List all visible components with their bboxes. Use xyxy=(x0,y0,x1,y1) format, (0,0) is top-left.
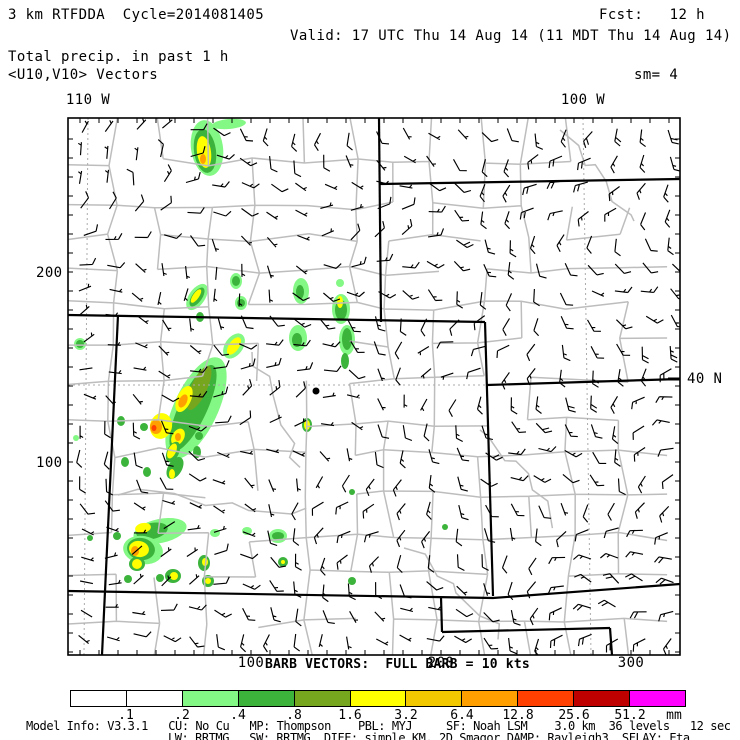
colorbar-level-1.6: 1.6 xyxy=(338,708,362,723)
colorbar-cell-4 xyxy=(293,691,350,706)
vector-field-name: <U10,V10> Vectors xyxy=(8,67,159,83)
ygrid-label-200: 200 xyxy=(36,265,63,281)
precip-shading xyxy=(73,118,448,587)
colorbar-cell-5 xyxy=(349,691,406,706)
field-name: Total precip. in past 1 h xyxy=(8,49,229,65)
colorbar-level-12.8: 12.8 xyxy=(502,708,534,723)
forecast-hour: Fcst: 12 h xyxy=(599,7,705,23)
colorbar-units: mm xyxy=(666,708,682,723)
wind-barbs xyxy=(76,118,680,655)
colorbar-cell-2 xyxy=(181,691,238,706)
colorbar-level-6.4: 6.4 xyxy=(450,708,474,723)
county-boundaries xyxy=(68,118,668,655)
colorbar-level-.8: .8 xyxy=(286,708,302,723)
colorbar-cell-10 xyxy=(629,691,685,706)
colorbar-cell-7 xyxy=(461,691,518,706)
smoothing-label: sm= 4 xyxy=(634,67,679,83)
colorbar-cell-3 xyxy=(237,691,294,706)
state-borders xyxy=(68,118,680,655)
station-marker xyxy=(312,387,320,395)
xgrid-label-100: 100 xyxy=(237,655,265,671)
colorbar-level-25.6: 25.6 xyxy=(558,708,590,723)
colorbar-level-.4: .4 xyxy=(230,708,246,723)
graticule xyxy=(68,118,592,655)
xgrid-label-300: 300 xyxy=(617,655,645,671)
model-title: 3 km RTFDDA Cycle=2014081405 xyxy=(8,7,265,23)
model-info-line2: LW: RRTMG SW: RRTMG DIFF: simple KM, 2D … xyxy=(168,731,690,740)
map-frame xyxy=(67,117,681,656)
colorbar-cell-9 xyxy=(573,691,630,706)
precip-colorbar xyxy=(70,690,686,707)
colorbar-level-.2: .2 xyxy=(174,708,190,723)
barb-legend: BARB VECTORS: FULL BARB = 10 kts xyxy=(265,657,530,672)
colorbar-level-51.2: 51.2 xyxy=(614,708,646,723)
colorbar-level-.1: .1 xyxy=(118,708,134,723)
colorbar-cell-8 xyxy=(517,691,574,706)
colorbar-cell-1 xyxy=(125,691,182,706)
lat-label-40n: 40 N xyxy=(687,371,723,387)
xgrid-label-200: 200 xyxy=(427,655,455,671)
ygrid-label-100: 100 xyxy=(36,455,63,471)
model-info-line1: Model Info: V3.3.1 CU: No Cu MP: Thompso… xyxy=(26,719,731,733)
colorbar-level-3.2: 3.2 xyxy=(394,708,418,723)
colorbar-cell-0 xyxy=(71,691,126,706)
lon-label-100w: 100 W xyxy=(560,92,606,108)
valid-time: Valid: 17 UTC Thu 14 Aug 14 (11 MDT Thu … xyxy=(290,28,732,44)
colorbar-cell-6 xyxy=(405,691,462,706)
lon-label-110w: 110 W xyxy=(65,92,111,108)
